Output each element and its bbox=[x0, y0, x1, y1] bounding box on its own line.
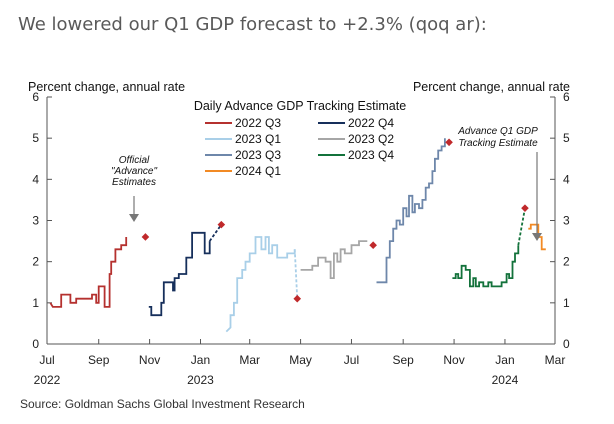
y-tick-label-right: 4 bbox=[563, 172, 570, 186]
legend-label: 2022 Q4 bbox=[348, 116, 394, 130]
official-estimate-point bbox=[521, 204, 529, 212]
official-estimate-point bbox=[217, 220, 226, 229]
y-tick-label-left: 0 bbox=[32, 337, 39, 351]
y-tick-label-left: 1 bbox=[32, 296, 39, 310]
series-line-2023-q4 bbox=[452, 245, 520, 288]
annotation-official-text: Official bbox=[119, 155, 150, 166]
annotation-q1-arrow-head bbox=[532, 233, 542, 241]
x-tick-label: Jan bbox=[495, 353, 514, 367]
official-estimate-point bbox=[141, 233, 150, 241]
y-tick-label-right: 0 bbox=[563, 337, 570, 351]
legend-label: 2023 Q4 bbox=[348, 148, 394, 162]
y-tick-label-right: 2 bbox=[563, 255, 570, 269]
annotation-official-text: "Advance" bbox=[111, 166, 157, 177]
x-tick-label: Jan bbox=[191, 353, 210, 367]
y-tick-label-right: 1 bbox=[563, 296, 570, 310]
legend-title: Daily Advance GDP Tracking Estimate bbox=[194, 99, 406, 113]
series-line-2023-q1 bbox=[225, 236, 296, 333]
x-tick-label: Sep bbox=[393, 353, 415, 367]
headline: We lowered our Q1 GDP forecast to +2.3% … bbox=[18, 14, 487, 35]
y-tick-label-left: 2 bbox=[32, 255, 39, 269]
official-estimate-point bbox=[369, 241, 377, 249]
y-tick-label-left: 5 bbox=[32, 131, 39, 145]
annotation-q1-text: Tracking Estimate bbox=[458, 138, 538, 149]
x-year-label: 2024 bbox=[492, 373, 519, 387]
annotation-q1-text: Advance Q1 GDP bbox=[457, 126, 538, 137]
series-line-2023-q3 bbox=[376, 138, 446, 284]
y-tick-label-left: 4 bbox=[32, 172, 39, 186]
series-line-2023-q2 bbox=[300, 240, 368, 280]
x-tick-label: May bbox=[289, 353, 312, 367]
x-tick-label: Jul bbox=[344, 353, 359, 367]
series-line-2022-q4 bbox=[148, 231, 211, 317]
series-line-2022-q3 bbox=[49, 237, 128, 308]
series-line-2024-q1 bbox=[528, 223, 546, 251]
y-axis-title-left: Percent change, annual rate bbox=[28, 80, 185, 94]
x-tick-label: Jul bbox=[39, 353, 54, 367]
y-tick-label-left: 3 bbox=[32, 214, 39, 228]
x-year-label: 2022 bbox=[34, 373, 61, 387]
x-tick-label: Mar bbox=[545, 353, 566, 367]
y-tick-label-right: 3 bbox=[563, 214, 570, 228]
annotation-official-arrow-head bbox=[129, 214, 139, 222]
series-dashed-tail bbox=[208, 224, 223, 242]
series-dashed-tail bbox=[293, 249, 299, 299]
x-tick-label: Nov bbox=[139, 353, 160, 367]
legend-label: 2023 Q2 bbox=[348, 132, 394, 146]
y-tick-label-right: 5 bbox=[563, 131, 570, 145]
x-tick-label: Nov bbox=[443, 353, 464, 367]
annotation-official-text: Estimates bbox=[112, 177, 156, 188]
y-tick-label-right: 6 bbox=[563, 90, 570, 104]
legend-label: 2023 Q1 bbox=[235, 132, 281, 146]
legend-label: 2022 Q3 bbox=[235, 116, 281, 130]
series-dashed-tail bbox=[517, 207, 526, 246]
y-tick-label-left: 6 bbox=[32, 90, 39, 104]
source-note: Source: Goldman Sachs Global Investment … bbox=[20, 397, 305, 411]
legend-label: 2023 Q3 bbox=[235, 148, 281, 162]
x-year-label: 2023 bbox=[187, 373, 214, 387]
official-estimate-point bbox=[445, 138, 453, 147]
legend-label: 2024 Q1 bbox=[235, 164, 281, 178]
x-tick-label: Sep bbox=[88, 353, 110, 367]
y-axis-title-right: Percent change, annual rate bbox=[413, 80, 570, 94]
x-tick-label: Mar bbox=[239, 353, 260, 367]
official-estimate-point bbox=[293, 294, 302, 303]
